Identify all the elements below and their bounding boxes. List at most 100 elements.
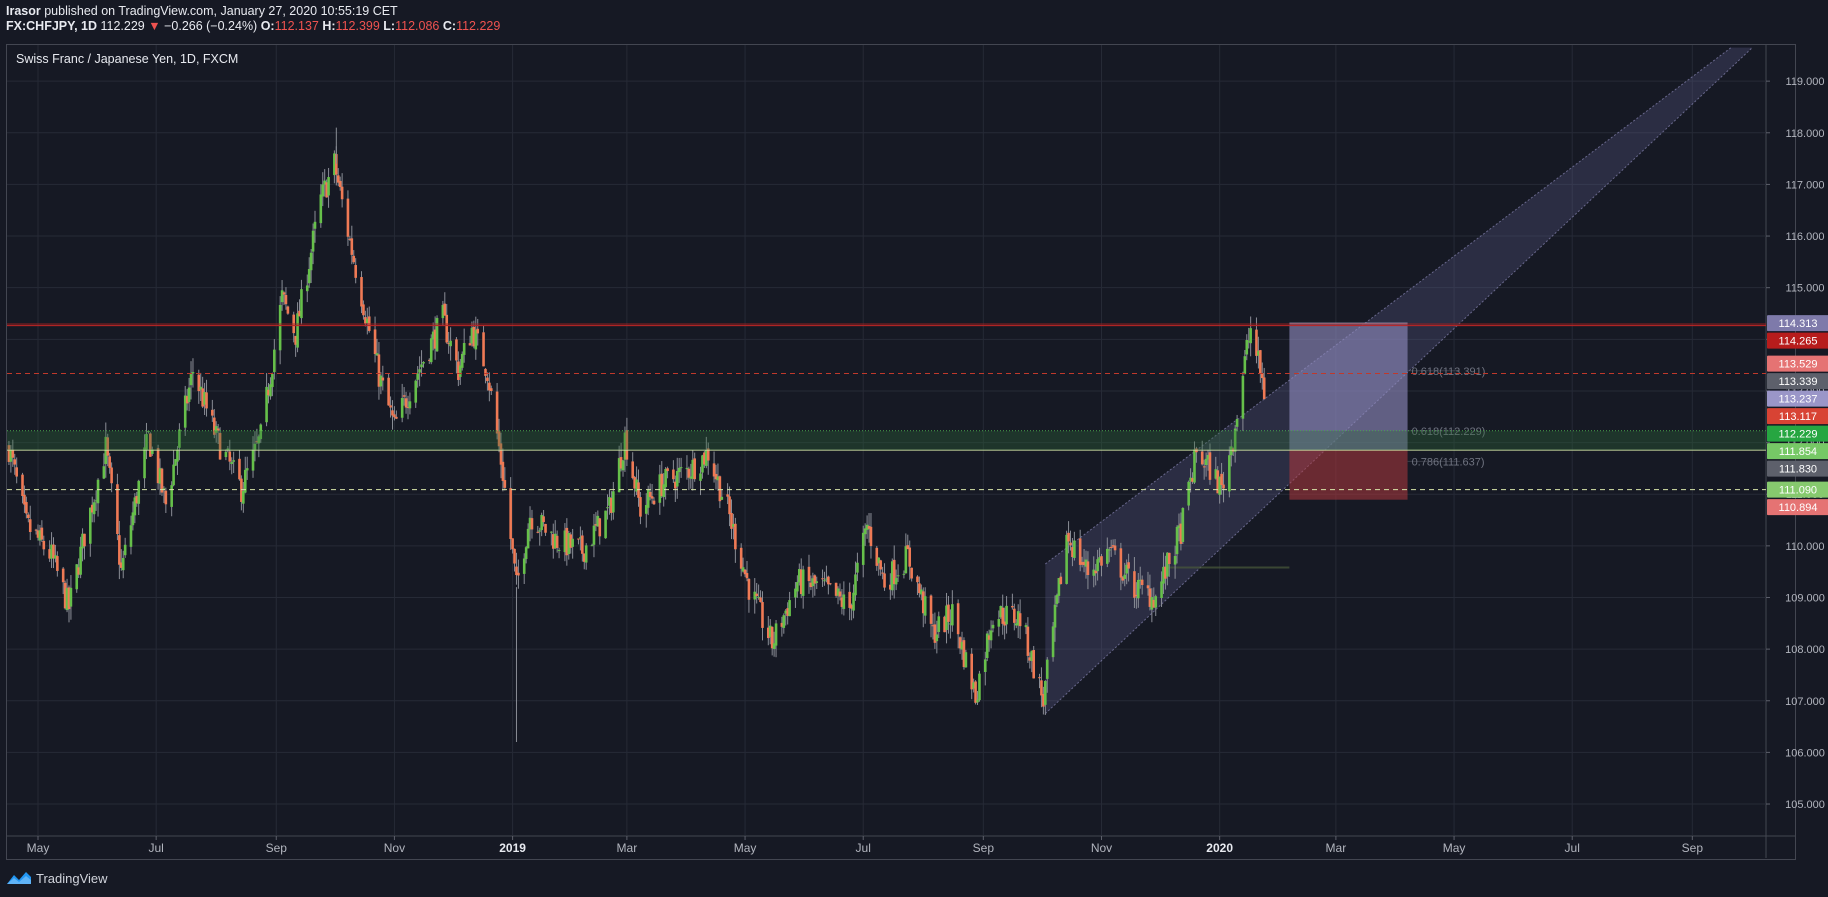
candle-up: [1055, 595, 1059, 604]
candle-down: [61, 568, 65, 583]
candle-up: [604, 510, 607, 539]
candle-down: [706, 448, 710, 461]
candle-down: [947, 604, 950, 622]
candle-up: [811, 578, 815, 587]
candle-down: [427, 359, 431, 361]
publisher-name[interactable]: Irasor: [6, 4, 41, 18]
candle-up: [96, 479, 100, 504]
candle-down: [848, 591, 851, 608]
chart-header: Irasor published on TradingView.com, Jan…: [6, 4, 500, 36]
candle-up: [972, 682, 975, 689]
price-axis[interactable]: 105.000 106.000 107.000 108.000 109.000 110.0…: [1766, 76, 1828, 811]
candle-up: [1229, 446, 1233, 456]
candle-up: [664, 468, 667, 488]
candle-down: [13, 459, 17, 465]
candle-up: [92, 502, 96, 515]
candle-down: [881, 572, 884, 574]
candle-down: [828, 583, 832, 585]
tradingview-logo-icon[interactable]: [6, 870, 32, 886]
candle-down: [598, 518, 602, 537]
candle-down: [1191, 478, 1194, 482]
candle-up: [1024, 625, 1028, 628]
time-tick-label: May: [1443, 841, 1466, 855]
price-level-label: 111.090: [1779, 485, 1817, 497]
candle-down: [335, 154, 338, 175]
candle-up: [976, 699, 979, 703]
candle-down: [1200, 451, 1204, 465]
candle-up: [143, 447, 146, 479]
candle-up: [716, 476, 720, 481]
candle-down: [889, 584, 892, 590]
candle-down: [52, 544, 55, 559]
candle-down: [1111, 545, 1115, 547]
candle-up: [784, 610, 788, 614]
candle-up: [460, 353, 464, 368]
candle-down: [395, 416, 398, 419]
candle-down: [391, 410, 394, 416]
candle-up: [1005, 605, 1008, 625]
candle-down: [1094, 570, 1097, 574]
candle-up: [172, 464, 175, 486]
candle-down: [164, 490, 168, 505]
candle-up: [945, 605, 948, 631]
candle-down: [495, 391, 499, 434]
candle-down: [11, 449, 15, 458]
candle-down: [1069, 542, 1072, 546]
candle-up: [571, 538, 574, 547]
candle-up: [271, 374, 274, 388]
candle-up: [242, 490, 245, 504]
candle-up: [1053, 604, 1057, 628]
candle-up: [147, 431, 150, 433]
candle-down: [1167, 552, 1171, 565]
candle-up: [705, 450, 708, 466]
symbol-title: Swiss Franc / Japanese Yen, 1D, FXCM: [16, 52, 239, 66]
candle-down: [389, 405, 392, 408]
candle-down: [730, 513, 733, 529]
candle-down: [745, 573, 749, 579]
candle-up: [422, 361, 425, 364]
candle-up: [540, 514, 543, 531]
candle-up: [999, 606, 1003, 618]
price-change: −0.266 (−0.24%): [164, 19, 258, 33]
candle-down: [672, 469, 675, 480]
candle-down: [759, 597, 762, 603]
price-level-label: 114.265: [1779, 336, 1818, 348]
candle-up: [408, 401, 412, 409]
low-value: 112.086: [395, 19, 440, 33]
candle-up: [462, 342, 466, 355]
candle-down: [929, 595, 933, 624]
tradingview-brand[interactable]: TradingView: [36, 870, 108, 886]
candle-up: [606, 507, 609, 509]
candle-down: [350, 238, 354, 255]
candle-up: [1214, 469, 1218, 479]
symbol-label: FX:CHFJPY, 1D: [6, 19, 97, 33]
candle-down: [116, 484, 119, 535]
candle-up: [964, 652, 968, 668]
candle-up: [854, 574, 857, 596]
candle-up: [131, 512, 135, 526]
candle-up: [379, 375, 383, 387]
candle-down: [282, 292, 286, 295]
candle-down: [958, 637, 962, 649]
time-tick-label: 2020: [1206, 841, 1233, 855]
candle-down: [255, 441, 259, 443]
candle-up: [1243, 356, 1247, 374]
candle-up: [259, 424, 263, 440]
candle-up: [842, 594, 846, 609]
candle-up: [949, 623, 952, 625]
candle-up: [1125, 564, 1128, 574]
candle-down: [393, 414, 396, 418]
candle-down: [406, 407, 410, 409]
candle-down: [1146, 585, 1150, 589]
candle-up: [1051, 626, 1055, 658]
time-axis[interactable]: May Jul Sep Nov 2019 Mar May Jul Sep Nov 2020 Mar Ma…: [27, 836, 1704, 855]
candle-up: [1177, 525, 1181, 529]
candle-down: [718, 476, 722, 502]
price-level-badge: [1767, 481, 1828, 498]
candle-up: [1173, 555, 1177, 565]
open-label: O:: [260, 19, 275, 33]
candle-down: [1208, 452, 1212, 480]
candle-up: [449, 340, 452, 347]
time-tick-label: 2019: [499, 841, 526, 855]
